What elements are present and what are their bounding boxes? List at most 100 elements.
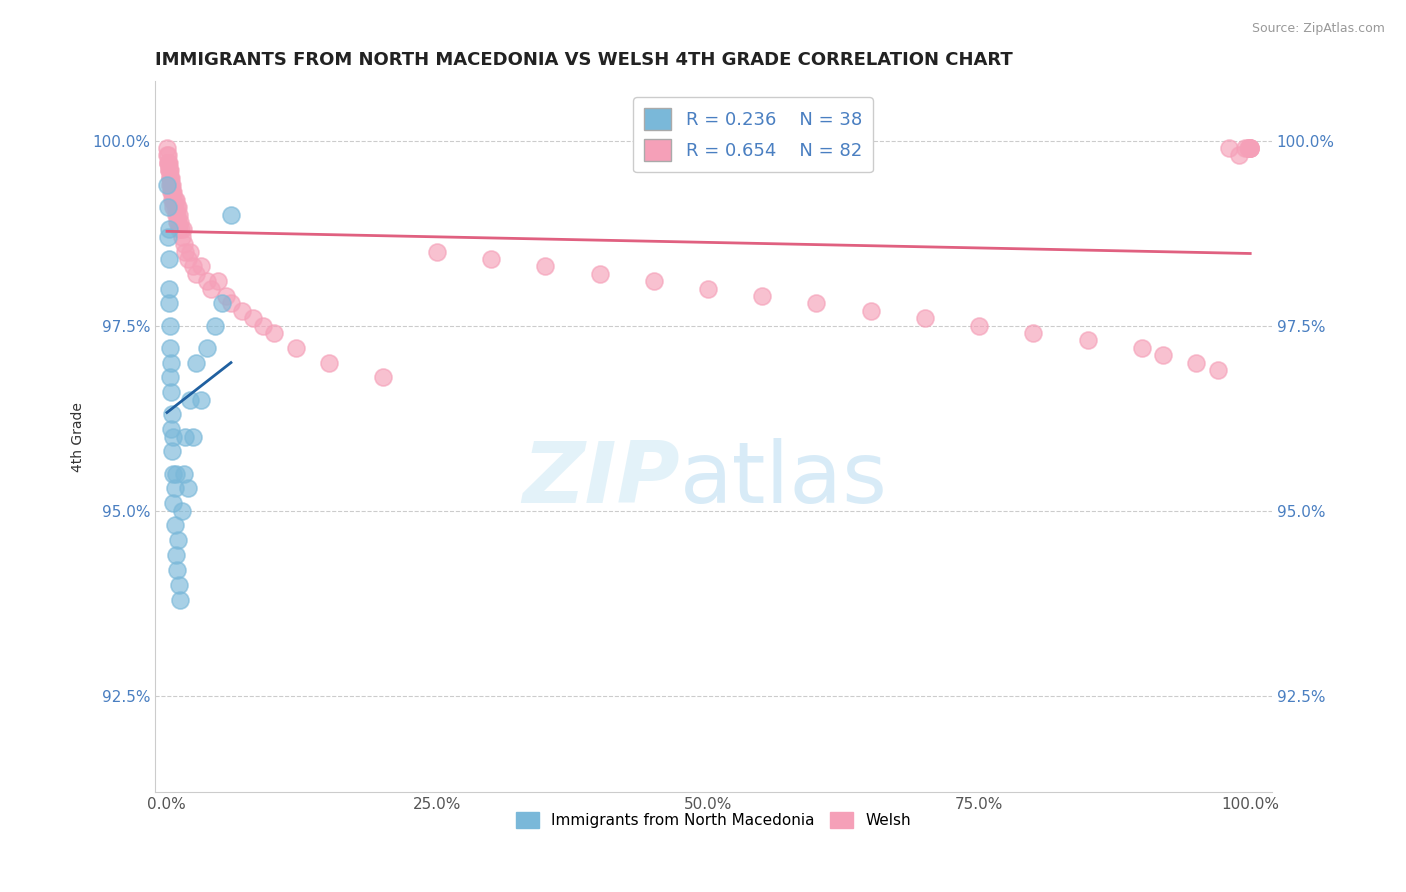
Point <box>1153 348 1175 362</box>
Point <box>157 155 180 169</box>
Point <box>159 178 181 192</box>
Point <box>200 282 222 296</box>
Point <box>1239 141 1261 155</box>
Point <box>159 370 181 384</box>
Point <box>186 356 208 370</box>
Point <box>165 467 187 481</box>
Point <box>172 229 194 244</box>
Point <box>165 208 187 222</box>
Point <box>169 592 191 607</box>
Point <box>166 215 188 229</box>
Point <box>172 222 194 236</box>
Point <box>263 326 285 340</box>
Point <box>166 563 188 577</box>
Point <box>859 303 882 318</box>
Point <box>186 267 208 281</box>
Point <box>167 577 190 591</box>
Point <box>371 370 394 384</box>
Point <box>162 408 184 422</box>
Point <box>160 178 183 192</box>
Point <box>156 178 179 192</box>
Point <box>166 200 188 214</box>
Point <box>174 244 197 259</box>
Point <box>207 274 229 288</box>
Point <box>162 200 184 214</box>
Point <box>162 186 184 200</box>
Point <box>162 496 184 510</box>
Point <box>1237 141 1260 155</box>
Point <box>162 178 184 192</box>
Point <box>159 170 181 185</box>
Point <box>166 533 188 548</box>
Point <box>169 215 191 229</box>
Point <box>176 252 198 266</box>
Point <box>157 229 180 244</box>
Point <box>163 518 186 533</box>
Point <box>166 200 188 214</box>
Point <box>176 482 198 496</box>
Point <box>157 163 180 178</box>
Point <box>806 296 828 310</box>
Point <box>157 155 180 169</box>
Point <box>1239 141 1261 155</box>
Point <box>166 215 188 229</box>
Text: IMMIGRANTS FROM NORTH MACEDONIA VS WELSH 4TH GRADE CORRELATION CHART: IMMIGRANTS FROM NORTH MACEDONIA VS WELSH… <box>155 51 1012 69</box>
Point <box>1022 326 1045 340</box>
Point <box>1239 141 1261 155</box>
Point <box>157 200 180 214</box>
Point <box>160 186 183 200</box>
Point <box>588 267 610 281</box>
Point <box>697 282 720 296</box>
Point <box>159 170 181 185</box>
Point <box>173 467 195 481</box>
Point <box>162 444 184 458</box>
Point <box>967 318 990 333</box>
Point <box>174 430 197 444</box>
Point <box>173 237 195 252</box>
Point <box>156 141 179 155</box>
Point <box>162 186 184 200</box>
Text: Source: ZipAtlas.com: Source: ZipAtlas.com <box>1251 22 1385 36</box>
Point <box>1233 141 1256 155</box>
Point <box>211 296 233 310</box>
Point <box>159 163 181 178</box>
Point <box>167 222 190 236</box>
Point <box>242 311 264 326</box>
Point <box>166 208 188 222</box>
Point <box>157 148 180 162</box>
Point <box>285 341 308 355</box>
Point <box>163 193 186 207</box>
Point <box>1077 334 1099 348</box>
Point <box>160 422 183 436</box>
Point <box>219 296 242 310</box>
Point <box>1185 356 1208 370</box>
Point <box>160 170 183 185</box>
Point <box>162 193 184 207</box>
Point <box>190 392 212 407</box>
Point <box>318 356 340 370</box>
Point <box>252 318 274 333</box>
Point <box>162 467 184 481</box>
Point <box>172 504 194 518</box>
Point <box>162 186 184 200</box>
Point <box>195 274 218 288</box>
Point <box>157 163 180 178</box>
Point <box>214 289 236 303</box>
Point <box>179 244 201 259</box>
Point <box>190 260 212 274</box>
Point <box>479 252 502 266</box>
Point <box>165 548 187 562</box>
Point <box>165 193 187 207</box>
Point <box>157 222 180 236</box>
Legend: Immigrants from North Macedonia, Welsh: Immigrants from North Macedonia, Welsh <box>510 805 917 834</box>
Point <box>162 193 184 207</box>
Point <box>1206 363 1229 377</box>
Point <box>534 260 557 274</box>
Text: atlas: atlas <box>681 438 889 521</box>
Point <box>163 200 186 214</box>
Point <box>157 296 180 310</box>
Point <box>157 282 180 296</box>
Point <box>157 252 180 266</box>
Point <box>1237 141 1260 155</box>
Point <box>159 318 181 333</box>
